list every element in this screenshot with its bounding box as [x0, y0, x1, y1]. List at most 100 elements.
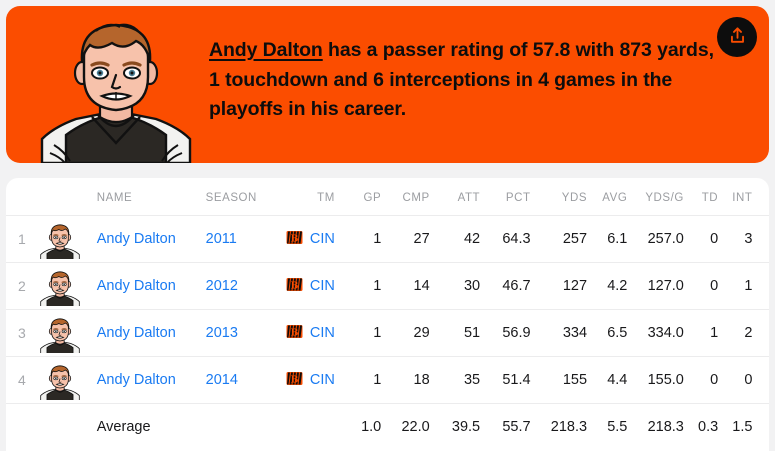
player-stat-hero-card: Andy Dalton has a passer rating of 57.8 …	[6, 6, 769, 163]
row-avg: 6.1	[607, 231, 628, 247]
player-name-link[interactable]: Andy Dalton	[96, 278, 176, 294]
row-gp: 1	[373, 372, 382, 388]
row-rank: 3	[18, 324, 26, 341]
col-gp[interactable]: GP	[363, 192, 382, 204]
average-avg: 5.5	[607, 419, 628, 436]
svg-text:B: B	[291, 232, 299, 244]
row-player-name[interactable]: Andy Dalton	[95, 216, 200, 263]
player-avatar-small	[40, 266, 80, 306]
row-int: 1	[744, 278, 753, 294]
row-int: 3	[744, 231, 753, 247]
average-rtg: 57.8	[754, 404, 769, 451]
row-ydsg: 155.0	[647, 372, 684, 388]
team-abbr-link[interactable]: CIN	[309, 278, 335, 294]
season-link[interactable]: 2013	[205, 325, 238, 341]
team-abbr-link[interactable]: CIN	[309, 325, 335, 341]
row-photo-cell	[40, 263, 94, 310]
row-rtg: 51.4	[754, 216, 769, 263]
col-team[interactable]: TM	[317, 192, 335, 204]
col-name[interactable]: NAME	[96, 192, 133, 204]
col-att[interactable]: ATT	[457, 192, 481, 204]
col-season[interactable]: SEASON	[205, 192, 257, 204]
row-season[interactable]: 2012	[200, 263, 277, 310]
player-avatar-small	[40, 360, 80, 400]
svg-text:B: B	[291, 279, 299, 291]
team-logo-bengals-icon: B	[286, 277, 303, 296]
average-ydsg: 218.3	[647, 419, 684, 436]
row-pct: 56.9	[502, 325, 531, 341]
row-pct: 64.3	[502, 231, 531, 247]
table-body: 1 Andy Dalton 2011	[6, 215, 769, 451]
player-avatar-large	[24, 11, 208, 163]
col-ydsg[interactable]: YDS/G	[645, 192, 684, 204]
col-cmp[interactable]: CMP	[402, 192, 430, 204]
table-average-row: Average 1.0 22.0 39.5 55.7 218.3 5.5 218.3 0.3 1.…	[6, 403, 769, 451]
row-yds: 127	[562, 278, 588, 294]
player-stats-table: NAME SEASON TM GP CMP ATT PCT YDS AVG YD…	[6, 178, 769, 451]
player-name-link[interactable]: Andy Dalton	[96, 231, 176, 247]
row-ydsg: 334.0	[647, 325, 684, 341]
season-link[interactable]: 2011	[205, 231, 237, 247]
season-link[interactable]: 2012	[205, 278, 238, 294]
stats-table-card[interactable]: NAME SEASON TM GP CMP ATT PCT YDS AVG YD…	[6, 178, 769, 451]
col-rtg[interactable]: RTG	[754, 178, 769, 216]
row-pct: 51.4	[502, 372, 531, 388]
average-rank-blank	[6, 404, 40, 451]
season-link[interactable]: 2014	[205, 372, 238, 388]
player-avatar-small	[40, 313, 80, 353]
row-season[interactable]: 2011	[200, 216, 277, 263]
player-name-link[interactable]: Andy Dalton	[96, 372, 176, 388]
table-header: NAME SEASON TM GP CMP ATT PCT YDS AVG YD…	[6, 178, 769, 216]
team-abbr-link[interactable]: CIN	[309, 372, 335, 388]
team-logo-bengals-icon: B	[286, 324, 303, 343]
row-gp: 1	[373, 325, 382, 341]
row-team[interactable]: B CIN	[276, 263, 339, 310]
row-player-name[interactable]: Andy Dalton	[95, 263, 200, 310]
row-team[interactable]: B CIN	[276, 216, 339, 263]
row-ydsg: 257.0	[647, 231, 684, 247]
row-att: 51	[463, 325, 481, 341]
row-att: 35	[463, 372, 481, 388]
team-logo-bengals-icon: B	[286, 371, 303, 390]
row-photo-cell	[40, 357, 94, 404]
row-season[interactable]: 2013	[200, 310, 277, 357]
row-avg: 6.5	[607, 325, 628, 341]
row-player-name[interactable]: Andy Dalton	[95, 310, 200, 357]
row-cmp: 14	[413, 278, 430, 294]
row-avg: 4.4	[607, 372, 628, 388]
row-td: 1	[710, 325, 719, 341]
row-rank: 4	[18, 371, 26, 388]
team-logo-bengals-icon: B	[286, 230, 303, 249]
table-header-row: NAME SEASON TM GP CMP ATT PCT YDS AVG YD…	[6, 178, 769, 216]
row-td: 0	[710, 231, 719, 247]
average-cmp: 22.0	[401, 419, 430, 436]
row-team[interactable]: B CIN	[276, 357, 339, 404]
row-rtg: 67.0	[754, 310, 769, 357]
col-pct[interactable]: PCT	[505, 192, 531, 204]
team-abbr-link[interactable]: CIN	[309, 231, 335, 247]
svg-text:B: B	[291, 373, 299, 385]
average-season-blank	[200, 404, 277, 451]
average-td: 0.3	[698, 419, 719, 436]
share-upload-icon	[728, 26, 747, 48]
row-att: 42	[463, 231, 481, 247]
col-yds[interactable]: YDS	[561, 192, 588, 204]
row-int: 0	[744, 372, 753, 388]
row-ydsg: 127.0	[647, 278, 684, 294]
share-button[interactable]	[717, 17, 757, 57]
row-rank: 1	[18, 230, 26, 247]
row-season[interactable]: 2014	[200, 357, 277, 404]
row-yds: 155	[562, 372, 588, 388]
table-row: 2 Andy Dalton 2012	[6, 262, 769, 310]
col-int[interactable]: INT	[732, 192, 753, 204]
row-player-name[interactable]: Andy Dalton	[95, 357, 200, 404]
average-int: 1.5	[732, 419, 753, 436]
average-team-blank	[276, 404, 339, 451]
player-avatar-small	[40, 219, 80, 259]
player-name-link[interactable]: Andy Dalton	[96, 325, 176, 341]
col-avg[interactable]: AVG	[602, 192, 628, 204]
row-td: 0	[710, 372, 719, 388]
average-pct: 55.7	[502, 419, 531, 436]
col-td[interactable]: TD	[701, 192, 719, 204]
row-team[interactable]: B CIN	[276, 310, 339, 357]
